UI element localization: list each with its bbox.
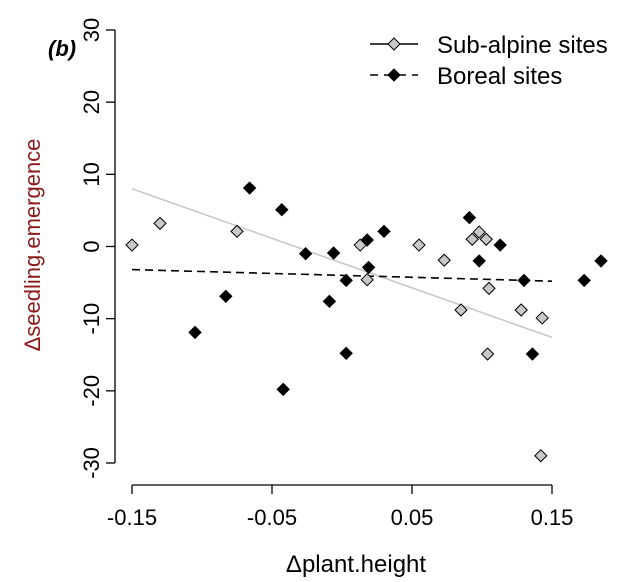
point-boreal — [242, 181, 257, 195]
point-boreal — [360, 233, 374, 247]
point-subalpine — [454, 303, 468, 317]
point-boreal — [276, 382, 290, 397]
y-tick-label: 20 — [79, 90, 104, 114]
point-boreal — [339, 273, 353, 288]
legend-label-subalpine: Sub-alpine sites — [437, 32, 608, 59]
point-boreal — [472, 254, 486, 268]
data-points — [125, 181, 608, 463]
point-subalpine — [437, 253, 451, 267]
x-tick-label: -0.05 — [247, 505, 297, 530]
point-boreal — [361, 260, 376, 275]
y-axis-label: Δseedling.emergence — [20, 139, 45, 352]
y-tick-label: 30 — [79, 18, 104, 42]
point-boreal — [462, 210, 477, 225]
x-tick-label: 0.15 — [531, 505, 574, 530]
y-tick-label: -10 — [79, 303, 104, 335]
point-subalpine — [153, 216, 167, 231]
axes: -30 -20 -10 0 10 20 30 -0.15 -0.05 0.05 0.15 — [79, 18, 573, 530]
point-boreal — [525, 347, 540, 361]
point-boreal — [377, 224, 391, 239]
point-subalpine — [412, 238, 426, 252]
x-tick-label: -0.15 — [107, 505, 157, 530]
y-tick-label: -20 — [79, 375, 104, 407]
legend-label-boreal: Boreal sites — [437, 63, 562, 90]
y-tick-label: 10 — [79, 162, 104, 186]
point-subalpine — [480, 347, 495, 361]
point-subalpine — [534, 449, 548, 463]
x-axis-label: Δplant.height — [286, 551, 426, 578]
point-subalpine — [535, 311, 549, 325]
trend-lines — [131, 188, 553, 339]
point-subalpine — [472, 225, 486, 239]
point-subalpine — [125, 238, 139, 252]
panel-label: (b) — [48, 36, 76, 61]
point-boreal — [517, 273, 531, 288]
legend-marker-subalpine — [387, 37, 401, 51]
point-boreal — [326, 246, 341, 260]
trend-line-subalpine — [131, 188, 553, 339]
x-tick-label: 0.05 — [391, 505, 434, 530]
point-subalpine — [514, 303, 528, 317]
point-subalpine — [360, 272, 374, 287]
point-subalpine — [479, 232, 493, 246]
point-boreal — [298, 247, 313, 261]
point-boreal — [322, 294, 337, 309]
legend-marker-boreal — [387, 68, 401, 82]
point-boreal — [577, 273, 591, 288]
point-boreal — [594, 254, 608, 268]
point-boreal — [275, 202, 289, 217]
point-boreal — [339, 346, 353, 361]
y-tick-label: -30 — [79, 447, 104, 479]
point-subalpine — [230, 224, 244, 239]
trend-line-boreal — [131, 268, 553, 282]
point-boreal — [219, 289, 233, 304]
point-boreal — [493, 238, 507, 252]
y-tick-label: 0 — [79, 240, 104, 252]
legend: Sub-alpine sites Boreal sites — [370, 32, 608, 90]
point-boreal — [188, 325, 202, 340]
point-subalpine — [482, 281, 496, 296]
point-subalpine — [465, 232, 479, 246]
